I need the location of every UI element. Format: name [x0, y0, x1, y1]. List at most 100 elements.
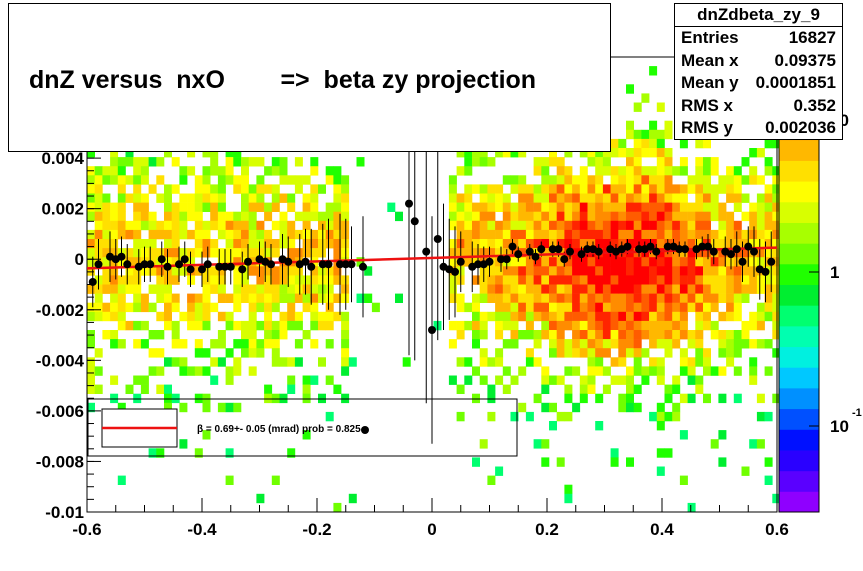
heatmap-cell	[456, 293, 465, 303]
heatmap-cell	[110, 211, 119, 222]
heatmap-cell	[256, 184, 265, 194]
heatmap-cell	[672, 211, 681, 222]
heatmap-cell	[633, 357, 642, 367]
heatmap-cell	[541, 202, 550, 212]
fit-line	[86, 246, 778, 270]
heatmap-cell	[318, 311, 326, 322]
heatmap-cell	[741, 157, 750, 167]
heatmap-cell	[733, 366, 742, 376]
heatmap-cell	[225, 375, 234, 385]
heatmap-cell	[756, 411, 765, 422]
heatmap-cell	[456, 166, 465, 176]
heatmap-cell	[749, 357, 758, 367]
heatmap-cell	[687, 248, 696, 258]
heatmap-cell	[649, 311, 658, 322]
heatmap-cell	[649, 193, 658, 203]
heatmap-cell	[102, 229, 111, 240]
heatmap-cell	[241, 320, 249, 331]
heatmap-cell	[325, 311, 334, 322]
heatmap-cell	[225, 166, 234, 176]
heatmap-cell	[472, 248, 480, 258]
heatmap-cell	[110, 284, 119, 294]
heatmap-cell	[533, 439, 542, 449]
heatmap-cell	[117, 320, 126, 331]
heatmap-cell	[140, 175, 149, 185]
heatmap-cell	[602, 266, 611, 276]
heatmap-cell	[710, 211, 719, 222]
heatmap-cell	[348, 493, 357, 504]
heatmap-cell	[602, 384, 611, 394]
heatmap-cell	[533, 220, 542, 231]
heatmap-cell	[572, 211, 581, 222]
heatmap-cell	[310, 248, 319, 258]
profile-point	[663, 242, 672, 251]
y-tick-label: -0.002	[36, 301, 84, 320]
profile-point	[198, 265, 206, 274]
heatmap-cell	[233, 157, 242, 167]
heatmap-cell	[125, 284, 134, 294]
palette-swatch	[779, 470, 819, 492]
heatmap-cell	[687, 293, 696, 303]
heatmap-cell	[564, 175, 573, 185]
heatmap-cell	[302, 293, 311, 303]
heatmap-cell	[264, 202, 273, 212]
heatmap-cell	[679, 239, 688, 249]
heatmap-cell	[556, 184, 565, 194]
heatmap-cell	[202, 284, 211, 294]
heatmap-cell	[525, 220, 534, 231]
heatmap-cell	[672, 302, 681, 313]
heatmap-cell	[225, 311, 234, 322]
heatmap-cell	[179, 211, 188, 222]
heatmap-cell	[756, 202, 765, 212]
heatmap-cell	[602, 148, 611, 158]
heatmap-cell	[764, 239, 773, 249]
palette-swatch	[779, 139, 819, 161]
heatmap-cell	[695, 320, 704, 331]
heatmap-cell	[318, 248, 326, 258]
heatmap-cell	[248, 220, 257, 231]
heatmap-cell	[733, 266, 742, 276]
heatmap-cell	[587, 202, 596, 212]
heatmap-cell	[633, 366, 642, 376]
heatmap-cell	[649, 302, 658, 313]
heatmap-cell	[325, 293, 334, 303]
heatmap-cell	[525, 202, 534, 212]
profile-point	[704, 242, 712, 251]
heatmap-cell	[133, 320, 142, 331]
heatmap-cell	[687, 302, 696, 313]
heatmap-cell	[726, 339, 735, 349]
heatmap-cell	[510, 339, 519, 349]
y-tick-label: 0.004	[41, 149, 84, 168]
heatmap-cell	[472, 202, 480, 212]
heatmap-cell	[633, 102, 642, 112]
heatmap-cell	[87, 248, 95, 258]
heatmap-cell	[703, 202, 711, 212]
heatmap-cell	[664, 193, 673, 203]
profile-point	[646, 242, 655, 251]
heatmap-cell	[256, 157, 265, 167]
heatmap-cell	[587, 211, 596, 222]
heatmap-cell	[718, 257, 727, 267]
heatmap-cell	[264, 393, 273, 404]
heatmap-cell	[649, 330, 658, 340]
heatmap-cell	[556, 275, 565, 285]
heatmap-cell	[448, 320, 457, 331]
heatmap-cell	[256, 202, 265, 212]
heatmap-cell	[279, 193, 288, 203]
heatmap-cell	[518, 293, 527, 303]
heatmap-cell	[110, 175, 119, 185]
heatmap-cell	[225, 402, 234, 413]
heatmap-cell	[672, 257, 681, 267]
heatmap-cell	[756, 339, 765, 349]
palette-swatch	[779, 222, 819, 244]
heatmap-cell	[718, 202, 727, 212]
heatmap-cell	[602, 157, 611, 167]
heatmap-cell	[595, 339, 604, 349]
heatmap-cell	[110, 229, 119, 240]
heatmap-cell	[117, 229, 126, 240]
heatmap-cell	[502, 284, 511, 294]
heatmap-cell	[510, 275, 519, 285]
heatmap-cell	[572, 266, 581, 276]
heatmap-cell	[318, 211, 326, 222]
heatmap-cell	[156, 330, 165, 340]
